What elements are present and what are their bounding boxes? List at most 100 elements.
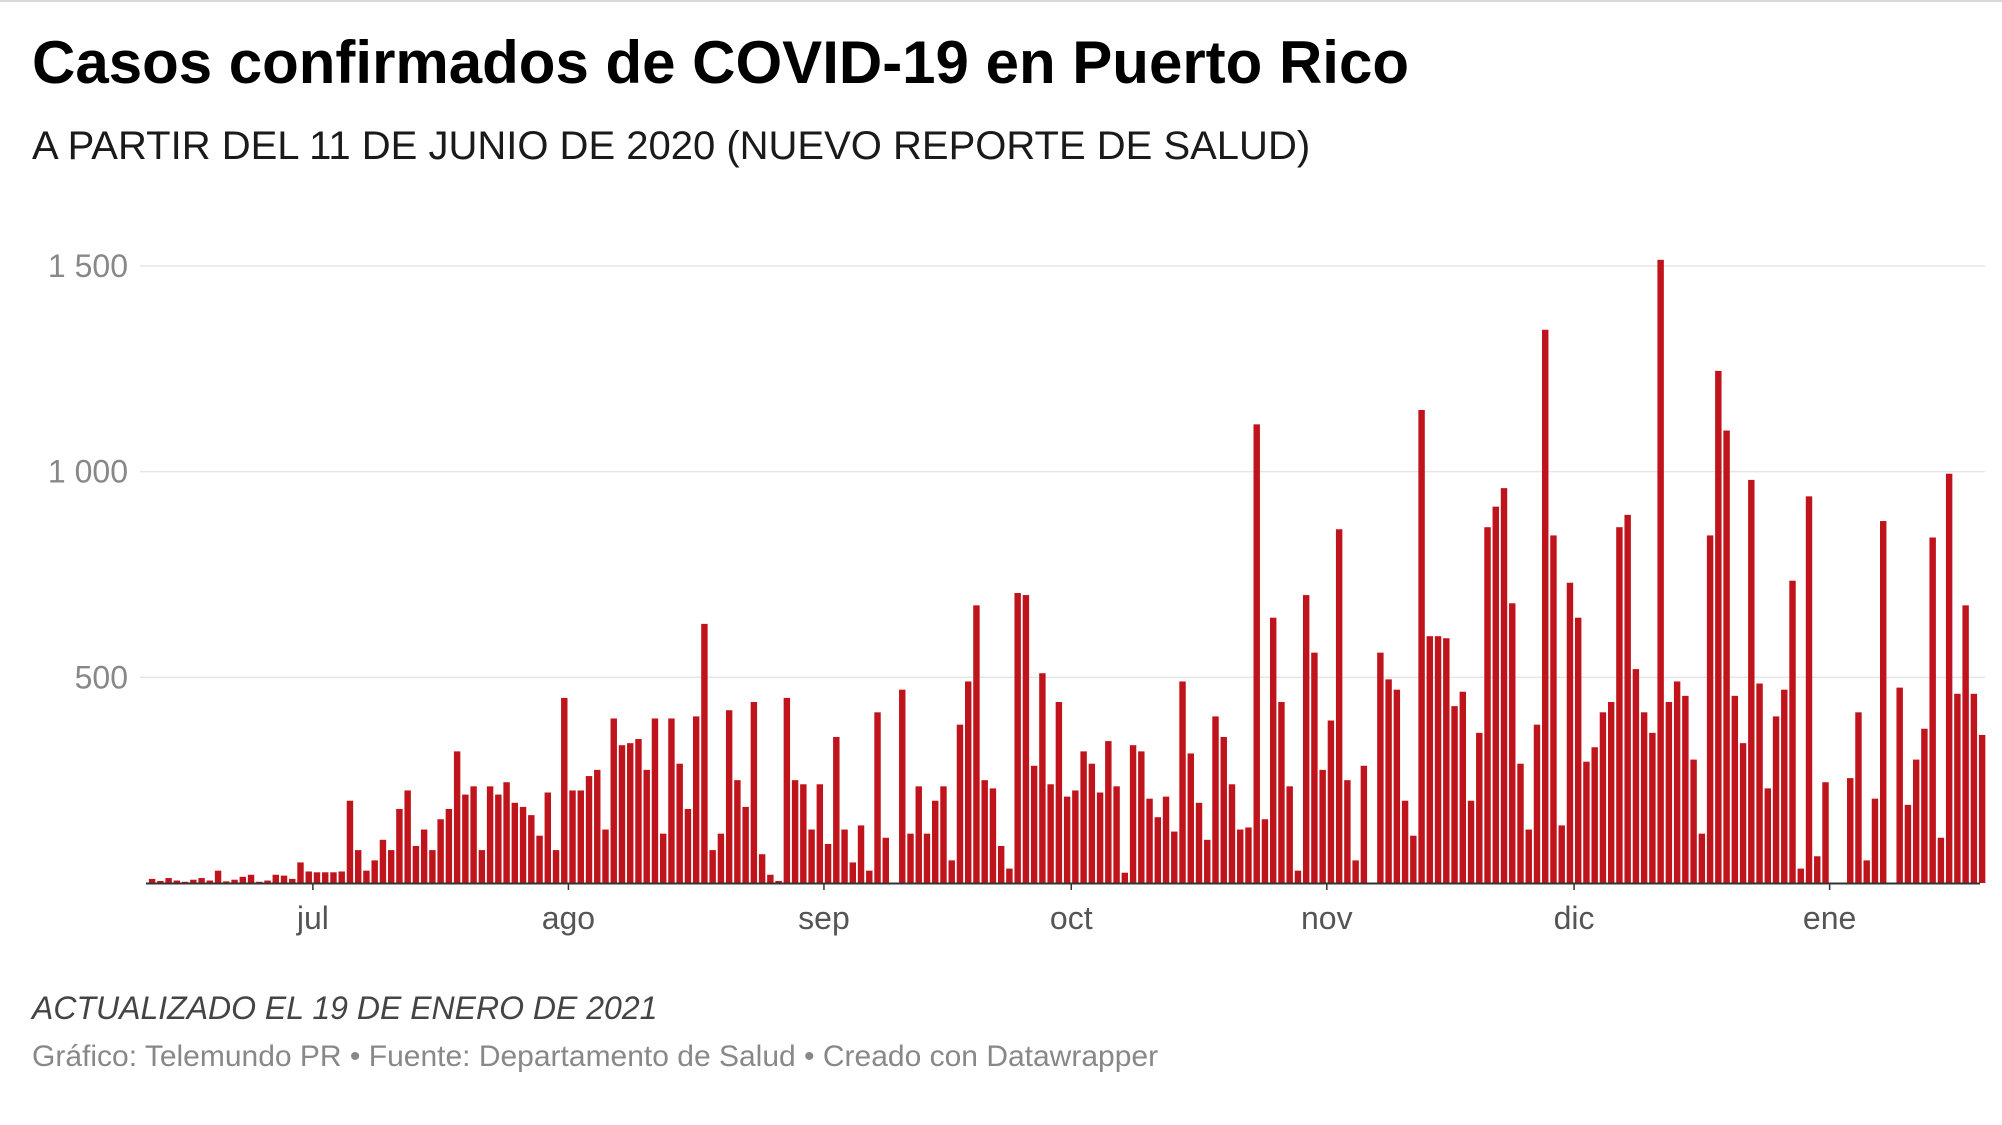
bar [264, 880, 271, 883]
bar [1335, 529, 1343, 883]
bar [1319, 769, 1326, 883]
bar [305, 871, 312, 883]
bar [1187, 753, 1194, 883]
bar [1525, 829, 1532, 883]
bar [1863, 860, 1870, 883]
bar [239, 876, 247, 883]
bar [857, 825, 865, 883]
bar [1377, 652, 1384, 883]
bar [1896, 687, 1903, 883]
bar [940, 786, 947, 883]
bar [1129, 745, 1137, 883]
bar [1591, 747, 1598, 883]
bar [470, 786, 477, 883]
bar [495, 794, 502, 883]
bar [223, 881, 230, 883]
bar [1269, 617, 1277, 883]
bar [668, 718, 675, 883]
bar [1360, 765, 1368, 883]
bar [791, 780, 799, 883]
x-tick-label: nov [1301, 900, 1353, 936]
bar [659, 833, 667, 883]
bar [1739, 743, 1747, 883]
bar [1492, 506, 1499, 883]
gridlines [140, 265, 1985, 679]
bar [841, 829, 848, 883]
bar [214, 870, 222, 883]
bar [989, 788, 997, 883]
bar [1574, 617, 1582, 883]
bar [1649, 732, 1656, 883]
bar [1640, 712, 1648, 883]
bar [1344, 780, 1351, 883]
bar [1517, 763, 1524, 883]
bar [157, 880, 164, 883]
bar [643, 769, 650, 883]
bar [313, 872, 321, 883]
bar [478, 850, 486, 883]
bar [1698, 833, 1706, 883]
bar [1748, 479, 1755, 883]
bar [1459, 691, 1467, 883]
bar [1706, 535, 1714, 883]
bar [165, 878, 172, 883]
bar [1781, 689, 1788, 883]
x-tick-label: ene [1803, 900, 1856, 936]
bar [544, 792, 552, 883]
bar [561, 697, 568, 883]
bar [387, 850, 395, 883]
bar [956, 724, 964, 883]
bar [1294, 870, 1302, 883]
bar [1047, 784, 1054, 883]
bar [1162, 796, 1170, 883]
bar [701, 623, 708, 883]
bar [148, 878, 156, 883]
bar [1772, 716, 1780, 883]
bar [1261, 819, 1269, 883]
bar [1822, 782, 1829, 883]
bars [148, 259, 1986, 884]
bar [404, 790, 411, 883]
bar [923, 833, 931, 883]
bar [824, 843, 832, 883]
bar [997, 845, 1005, 883]
bar [635, 739, 642, 883]
bar [1311, 652, 1318, 883]
bar [1467, 800, 1475, 883]
bar [330, 872, 337, 883]
bar [1006, 868, 1013, 883]
bar [767, 874, 774, 883]
bar [676, 763, 683, 883]
bar [1072, 790, 1079, 883]
bar [1558, 825, 1565, 883]
bar [577, 790, 584, 883]
bar [1789, 580, 1796, 883]
bar [486, 786, 494, 883]
bar [692, 716, 700, 883]
y-axis-ticks: 500 1 000 1 500 [48, 248, 128, 695]
bar [1286, 786, 1293, 883]
bar [396, 808, 403, 883]
bar [1607, 702, 1615, 883]
bar [1797, 868, 1804, 883]
bar [1879, 521, 1887, 883]
bar [1055, 702, 1063, 883]
bar [610, 718, 617, 883]
bar [684, 808, 692, 883]
x-tick-label: dic [1554, 900, 1595, 936]
bar [1632, 669, 1640, 883]
x-tick-label: sep [798, 900, 850, 936]
bar [206, 880, 214, 883]
bar [1212, 716, 1219, 883]
bar [725, 710, 733, 883]
bar [775, 880, 782, 883]
bar [1171, 831, 1178, 883]
bar [1022, 595, 1030, 883]
x-tick-label: oct [1050, 900, 1093, 936]
bar [1723, 430, 1730, 883]
bar [1583, 761, 1590, 883]
bar [1352, 860, 1359, 883]
bar [1484, 527, 1491, 883]
bar [363, 870, 370, 883]
bar [1302, 595, 1310, 883]
